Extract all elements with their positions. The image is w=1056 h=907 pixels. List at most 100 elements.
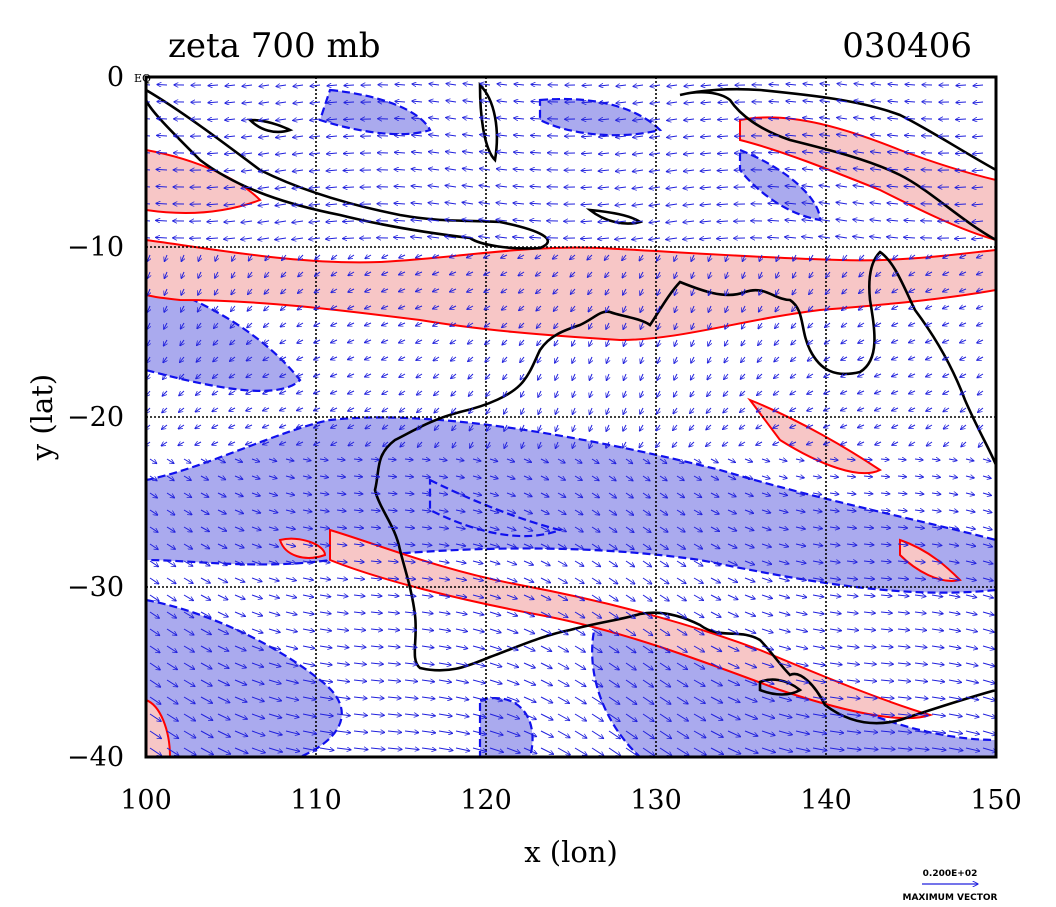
- wind-vector: [224, 238, 236, 239]
- wind-vector: [667, 102, 678, 104]
- wind-vector: [824, 357, 831, 361]
- wind-vector: [394, 203, 406, 204]
- wind-vector: [717, 153, 729, 154]
- wind-vector: [977, 272, 984, 275]
- wind-vector: [888, 101, 899, 102]
- wind-vector: [977, 306, 984, 309]
- wind-vector: [513, 169, 525, 170]
- wind-vector: [684, 85, 695, 86]
- wind-vector: [955, 221, 967, 222]
- wind-vector: [479, 169, 491, 171]
- wind-vector: [650, 136, 661, 138]
- wind-vector: [598, 204, 610, 205]
- wind-vector: [198, 271, 201, 278]
- wind-vector: [859, 254, 865, 260]
- wind-vector: [315, 272, 321, 276]
- wind-vector: [513, 152, 525, 153]
- wind-vector: [530, 152, 542, 153]
- wind-vector: [462, 219, 474, 221]
- wind-vector: [701, 119, 712, 120]
- wind-vector: [598, 187, 610, 188]
- wind-vector: [348, 255, 355, 259]
- wind-vector: [258, 187, 270, 189]
- wind-vector: [973, 102, 984, 103]
- wind-vector: [207, 238, 219, 239]
- wind-vector: [281, 288, 287, 294]
- wind-vector: [214, 288, 218, 295]
- wind-vector: [977, 323, 984, 326]
- wind-vector: [450, 306, 457, 309]
- wind-vector: [258, 221, 270, 223]
- wind-vector: [293, 85, 304, 86]
- wind-vector: [824, 340, 831, 344]
- wind-vector: [871, 118, 882, 119]
- wind-vector: [382, 272, 389, 275]
- wind-vector: [531, 135, 542, 136]
- wind-vector: [213, 339, 219, 345]
- wind-vector: [331, 357, 338, 360]
- wind-vector: [853, 236, 865, 238]
- wind-vector: [297, 357, 304, 360]
- wind-vector: [344, 136, 355, 137]
- wind-vector: [973, 119, 984, 120]
- wind-vector: [768, 237, 780, 238]
- wind-vector: [309, 204, 321, 205]
- wind-vector: [428, 152, 440, 153]
- wind-vector: [904, 203, 916, 204]
- wind-vector: [785, 237, 797, 238]
- wind-vector: [207, 170, 219, 171]
- wind-vector: [972, 238, 984, 239]
- wind-vector: [649, 221, 661, 223]
- wind-vector: [433, 340, 440, 343]
- wind-vector: [554, 339, 558, 346]
- wind-vector: [259, 119, 270, 121]
- wind-vector: [247, 305, 253, 311]
- wind-vector: [718, 119, 729, 120]
- y-tick-label: −30: [67, 572, 124, 603]
- wind-vector: [926, 340, 933, 343]
- wind-vector: [909, 357, 916, 360]
- wind-vector: [496, 220, 508, 221]
- wind-vector: [810, 254, 814, 261]
- wind-vector: [904, 152, 916, 153]
- wind-vector: [276, 102, 287, 104]
- wind-vector: [725, 288, 728, 295]
- wind-vector: [530, 169, 542, 170]
- wind-vector: [146, 84, 151, 86]
- wind-vector: [691, 322, 694, 329]
- wind-vector: [802, 203, 814, 204]
- wind-vector: [819, 219, 831, 221]
- wind-vector: [943, 323, 950, 326]
- wind-vector: [429, 135, 440, 136]
- wind-vector: [623, 288, 626, 295]
- wind-vector: [768, 186, 780, 187]
- wind-vector: [394, 237, 406, 238]
- wind-vector: [297, 323, 304, 327]
- wind-vector: [892, 340, 899, 343]
- wind-vector: [581, 187, 593, 188]
- wind-vector: [875, 289, 882, 293]
- wind-vector: [259, 85, 270, 87]
- wind-vector: [632, 221, 644, 223]
- wind-vector: [231, 271, 235, 278]
- wind-vector: [231, 288, 235, 295]
- wind-vector: [146, 237, 151, 239]
- wind-vector: [164, 254, 167, 262]
- wind-vector: [700, 170, 712, 171]
- wind-vector: [348, 323, 355, 326]
- wind-vector: [650, 85, 661, 87]
- wind-vector: [759, 254, 762, 261]
- x-tick-label: 150: [970, 785, 1022, 816]
- wind-vector: [904, 186, 916, 187]
- wind-vector: [514, 135, 525, 136]
- wind-vector: [181, 288, 184, 295]
- wind-vector: [535, 272, 542, 276]
- wind-vector: [819, 169, 831, 171]
- wind-vector: [774, 339, 780, 345]
- wind-vector: [632, 238, 644, 240]
- wind-vector: [977, 255, 984, 258]
- wind-vector: [241, 221, 253, 223]
- wind-vector: [666, 187, 678, 189]
- wind-vector: [164, 322, 167, 329]
- wind-vector: [904, 220, 916, 221]
